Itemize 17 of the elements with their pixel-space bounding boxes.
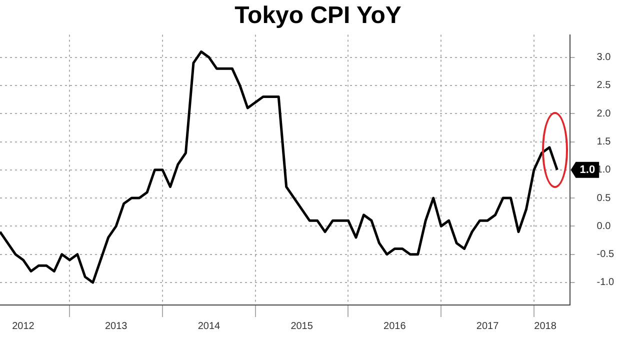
- y-tick-label: 2.0: [596, 108, 612, 120]
- y-tick-label: 1.5: [596, 136, 612, 148]
- x-tick-label: 2015: [290, 320, 314, 332]
- x-tick-label: 2013: [104, 320, 128, 332]
- x-tick-label: 2016: [384, 320, 406, 332]
- x-tick-label: 2012: [12, 320, 35, 332]
- y-tick-label: 0.5: [596, 192, 612, 204]
- y-tick-label: 2.5: [596, 80, 612, 92]
- y-tick-label: 3.0: [596, 52, 612, 64]
- x-tick-label: 2018: [534, 320, 557, 332]
- annotation: 1.0: [580, 164, 596, 176]
- chart-title: Tokyo CPI YoY: [234, 2, 402, 30]
- x-tick-label: 2017: [476, 320, 500, 332]
- y-tick-label: -1.0: [596, 277, 614, 288]
- x-tick-label: 2014: [198, 320, 221, 332]
- y-tick-label: -0.5: [596, 249, 614, 260]
- y-tick-label: 0.0: [596, 220, 612, 232]
